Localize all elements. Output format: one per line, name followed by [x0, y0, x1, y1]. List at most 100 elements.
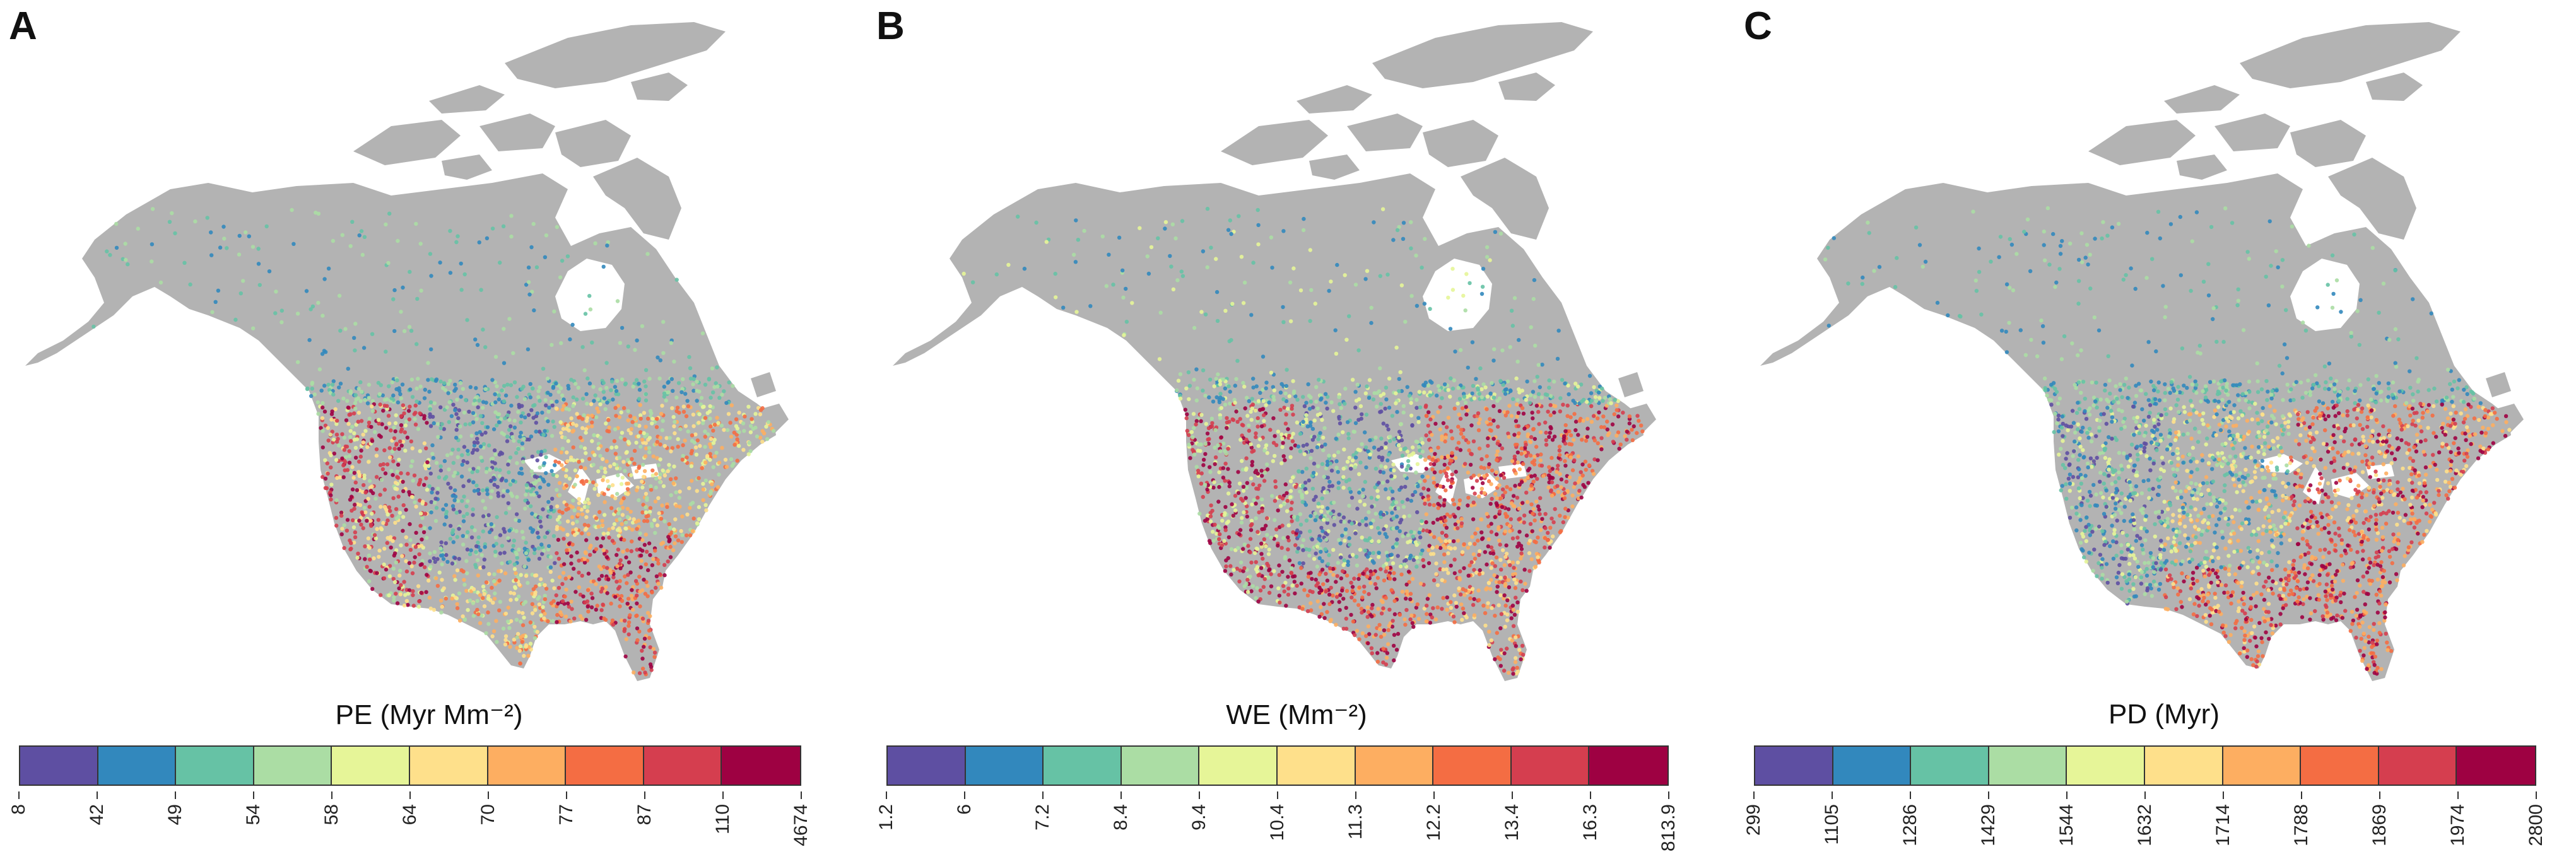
occurrence-dot	[617, 585, 622, 589]
occurrence-dot	[1350, 458, 1355, 463]
occurrence-dot	[694, 452, 699, 457]
occurrence-dot	[519, 573, 523, 577]
occurrence-dot	[1327, 289, 1331, 293]
occurrence-dot	[1149, 245, 1154, 250]
color-bar-swatch	[488, 747, 567, 785]
occurrence-dot	[1435, 394, 1439, 398]
occurrence-dot	[247, 234, 251, 238]
occurrence-dot	[627, 460, 632, 465]
occurrence-dot	[1449, 605, 1454, 610]
occurrence-dot	[1266, 575, 1271, 580]
occurrence-dot	[1456, 506, 1461, 511]
occurrence-dot	[653, 549, 657, 553]
occurrence-dot	[1436, 445, 1440, 450]
occurrence-dot	[1310, 426, 1315, 431]
occurrence-dot	[661, 468, 665, 473]
occurrence-dot	[712, 438, 717, 442]
occurrence-dot	[1552, 435, 1557, 439]
occurrence-dot	[1384, 385, 1389, 390]
occurrence-dot	[1572, 485, 1576, 489]
occurrence-dot	[560, 393, 565, 398]
occurrence-dot	[413, 417, 417, 421]
occurrence-dot	[413, 423, 418, 427]
occurrence-dot	[471, 587, 476, 592]
occurrence-dot	[1576, 433, 1580, 437]
occurrence-dot	[1121, 295, 1126, 300]
occurrence-dot	[550, 469, 554, 474]
occurrence-dot	[323, 458, 327, 462]
occurrence-dot	[346, 406, 351, 410]
occurrence-dot	[619, 410, 623, 415]
occurrence-dot	[496, 491, 500, 496]
occurrence-dot	[1214, 532, 1219, 536]
occurrence-dot	[1191, 412, 1196, 416]
occurrence-dot	[1539, 464, 1544, 468]
occurrence-dot	[1368, 521, 1373, 526]
occurrence-dot	[338, 329, 343, 333]
occurrence-dot	[560, 581, 565, 587]
occurrence-dot	[1515, 414, 1519, 419]
occurrence-dot	[1416, 416, 1421, 420]
occurrence-dot	[1558, 409, 1562, 414]
occurrence-dot	[1479, 457, 1484, 462]
occurrence-dot	[1420, 441, 1425, 445]
occurrence-dot	[521, 602, 526, 606]
occurrence-dot	[546, 499, 551, 505]
occurrence-dot	[339, 513, 344, 518]
occurrence-dot	[624, 555, 628, 559]
occurrence-dot	[488, 530, 492, 534]
occurrence-dot	[1414, 470, 1418, 475]
occurrence-dot	[1230, 502, 1234, 506]
occurrence-dot	[420, 516, 425, 520]
occurrence-dot	[1449, 376, 1453, 381]
occurrence-dot	[1460, 550, 1465, 554]
occurrence-dot	[193, 219, 197, 224]
occurrence-dot	[1366, 449, 1370, 453]
occurrence-dot	[1391, 643, 1396, 648]
occurrence-dot	[748, 430, 753, 435]
occurrence-dot	[392, 595, 396, 600]
occurrence-dot	[389, 469, 394, 473]
occurrence-dot	[468, 385, 473, 389]
occurrence-dot	[607, 535, 611, 540]
occurrence-dot	[1457, 397, 1462, 401]
occurrence-dot	[559, 450, 563, 455]
occurrence-dot	[1392, 468, 1396, 473]
occurrence-dot	[237, 233, 242, 238]
occurrence-dot	[1281, 441, 1285, 445]
occurrence-dot	[707, 377, 712, 382]
occurrence-dot	[353, 406, 358, 411]
occurrence-dot	[481, 499, 485, 503]
occurrence-dot	[1281, 535, 1286, 540]
occurrence-dot	[603, 407, 608, 411]
occurrence-dot	[626, 560, 632, 564]
occurrence-dot	[1418, 479, 1422, 484]
occurrence-dot	[1355, 506, 1360, 511]
occurrence-dot	[576, 385, 580, 390]
occurrence-dot	[1565, 403, 1570, 408]
occurrence-dot	[1481, 604, 1486, 608]
occurrence-dot	[601, 478, 605, 482]
occurrence-dot	[509, 214, 514, 218]
occurrence-dot	[748, 424, 753, 428]
occurrence-dot	[1304, 466, 1309, 471]
occurrence-dot	[457, 510, 462, 514]
occurrence-dot	[1486, 544, 1490, 549]
occurrence-dot	[1280, 569, 1285, 574]
occurrence-dot	[1377, 455, 1382, 459]
occurrence-dot	[350, 424, 355, 429]
occurrence-dot	[461, 534, 465, 538]
occurrence-dot	[1318, 431, 1322, 435]
occurrence-dot	[621, 496, 626, 501]
occurrence-dot	[1370, 602, 1375, 607]
occurrence-dot	[490, 456, 495, 461]
occurrence-dot	[500, 476, 505, 481]
occurrence-dot	[671, 481, 676, 486]
occurrence-dot	[351, 525, 356, 530]
occurrence-dot	[1208, 470, 1213, 474]
occurrence-dot	[500, 544, 505, 548]
occurrence-dot	[1538, 458, 1543, 463]
occurrence-dot	[409, 329, 414, 333]
occurrence-dot	[1229, 547, 1234, 551]
occurrence-dot	[695, 438, 700, 443]
